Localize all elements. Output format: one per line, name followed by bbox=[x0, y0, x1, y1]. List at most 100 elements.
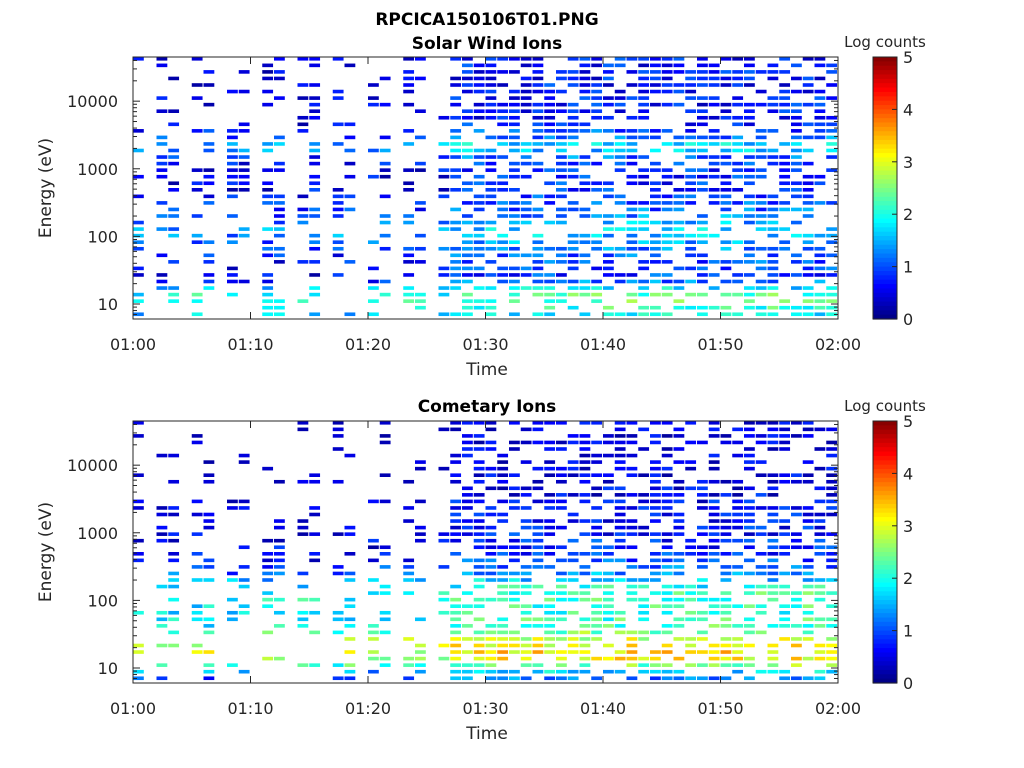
heatmap-cell bbox=[732, 650, 744, 654]
heatmap-cell bbox=[591, 637, 603, 641]
heatmap-cell bbox=[638, 597, 650, 602]
heatmap-cell bbox=[720, 70, 732, 74]
heatmap-cell bbox=[262, 102, 274, 107]
heatmap-cell bbox=[473, 70, 485, 74]
heatmap-cell bbox=[462, 220, 473, 225]
heatmap-cell bbox=[826, 312, 838, 317]
heatmap-cell bbox=[650, 246, 661, 251]
heatmap-cell bbox=[520, 96, 532, 100]
heatmap-cell bbox=[497, 109, 509, 113]
heatmap-cell bbox=[238, 545, 250, 550]
heatmap-cell bbox=[462, 214, 473, 218]
heatmap-cell bbox=[626, 135, 638, 140]
heatmap-cell bbox=[567, 650, 579, 654]
heatmap-cell bbox=[509, 591, 520, 595]
heatmap-cell bbox=[462, 142, 473, 146]
heatmap-cell bbox=[556, 194, 567, 199]
heatmap-cell bbox=[191, 240, 203, 244]
heatmap-cell bbox=[661, 246, 673, 251]
heatmap-cell bbox=[802, 122, 814, 127]
heatmap-cell bbox=[462, 246, 473, 251]
colorbar-stop bbox=[873, 100, 897, 106]
heatmap-cell bbox=[697, 148, 708, 153]
heatmap-cell bbox=[309, 240, 321, 244]
heatmap-cell bbox=[779, 102, 791, 107]
heatmap-cell bbox=[274, 233, 285, 238]
heatmap-cell bbox=[238, 174, 250, 179]
heatmap-cell bbox=[191, 643, 203, 648]
heatmap-cell bbox=[191, 578, 203, 582]
heatmap-cell bbox=[497, 571, 509, 576]
heatmap-cell bbox=[755, 440, 767, 445]
heatmap-cell bbox=[462, 305, 473, 310]
heatmap-cell bbox=[567, 115, 579, 120]
heatmap-cell bbox=[708, 83, 720, 87]
heatmap-cell bbox=[732, 135, 744, 140]
heatmap-cell bbox=[661, 421, 673, 425]
heatmap-cell bbox=[697, 565, 708, 569]
heatmap-cell bbox=[368, 96, 379, 100]
heatmap-cell bbox=[379, 246, 391, 251]
heatmap-cell bbox=[168, 227, 180, 231]
heatmap-cell bbox=[485, 305, 497, 310]
heatmap-cell bbox=[332, 273, 344, 277]
heatmap-cell bbox=[191, 499, 203, 504]
heatmap-cell bbox=[462, 273, 473, 277]
heatmap-cell bbox=[462, 260, 473, 264]
heatmap-cell bbox=[685, 89, 697, 94]
heatmap-cell bbox=[685, 129, 697, 133]
heatmap-cell bbox=[591, 201, 603, 205]
heatmap-cell bbox=[332, 188, 344, 192]
heatmap-cell bbox=[802, 506, 814, 510]
heatmap-cell bbox=[767, 129, 779, 133]
heatmap-cell bbox=[708, 525, 720, 530]
heatmap-cell bbox=[603, 486, 614, 491]
heatmap-cell bbox=[133, 676, 144, 681]
heatmap-cell bbox=[438, 155, 450, 159]
heatmap-cell bbox=[791, 253, 802, 258]
heatmap-cell bbox=[579, 83, 591, 87]
heatmap-cell bbox=[614, 57, 626, 61]
heatmap-cell bbox=[767, 650, 779, 654]
heatmap-cell bbox=[779, 89, 791, 94]
heatmap-cell bbox=[791, 434, 802, 438]
heatmap-cell bbox=[579, 434, 591, 438]
heatmap-cell bbox=[767, 227, 779, 231]
heatmap-cell bbox=[238, 181, 250, 186]
heatmap-cell bbox=[755, 194, 767, 199]
heatmap-cell bbox=[450, 538, 462, 543]
heatmap-cell bbox=[767, 538, 779, 543]
colorbar-tick-label: 1 bbox=[903, 622, 913, 641]
heatmap-cell bbox=[344, 650, 356, 654]
heatmap-cell bbox=[802, 578, 814, 582]
heatmap-cell bbox=[697, 63, 708, 68]
heatmap-cell bbox=[379, 148, 391, 153]
heatmap-cell bbox=[791, 624, 802, 628]
heatmap-cell bbox=[732, 76, 744, 81]
heatmap-cell bbox=[415, 161, 426, 166]
heatmap-cell bbox=[720, 643, 732, 648]
heatmap-cell bbox=[485, 630, 497, 635]
heatmap-cell bbox=[203, 70, 215, 74]
colorbar-stop bbox=[873, 314, 897, 320]
heatmap-cell bbox=[802, 83, 814, 87]
heatmap-cell bbox=[262, 538, 274, 543]
heatmap-cell bbox=[567, 233, 579, 238]
heatmap-cell bbox=[556, 447, 567, 451]
heatmap-cell bbox=[791, 194, 802, 199]
heatmap-cell bbox=[661, 168, 673, 172]
heatmap-cell bbox=[368, 499, 379, 504]
heatmap-cell bbox=[697, 279, 708, 284]
heatmap-cell bbox=[802, 266, 814, 271]
heatmap-cell bbox=[614, 617, 626, 622]
heatmap-cell bbox=[744, 584, 755, 589]
heatmap-cell bbox=[462, 83, 473, 87]
heatmap-cell bbox=[309, 96, 321, 100]
heatmap-cell bbox=[755, 70, 767, 74]
heatmap-cell bbox=[720, 440, 732, 445]
heatmap-cell bbox=[802, 89, 814, 94]
heatmap-cell bbox=[191, 552, 203, 556]
heatmap-cell bbox=[708, 96, 720, 100]
heatmap-cell bbox=[603, 188, 614, 192]
heatmap-cell bbox=[497, 486, 509, 491]
